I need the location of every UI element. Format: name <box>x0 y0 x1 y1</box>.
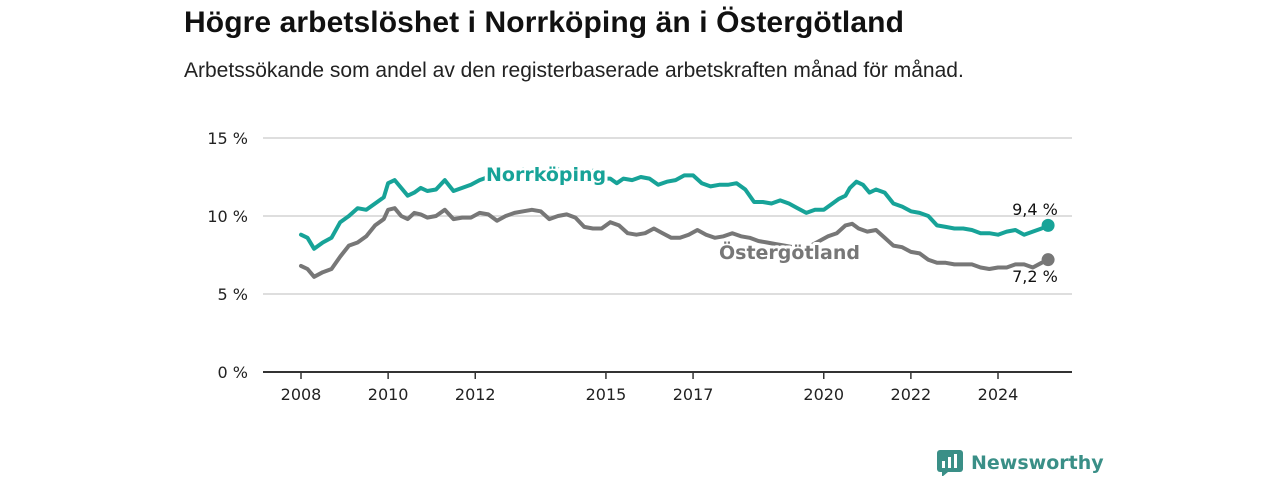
x-tick-label: 2017 <box>673 385 714 404</box>
series-label: Norrköping <box>486 164 606 186</box>
x-tick-label: 2010 <box>368 385 409 404</box>
x-tick-label: 2022 <box>891 385 932 404</box>
y-tick-label: 0 % <box>218 363 248 382</box>
newsworthy-logo-icon <box>937 450 963 476</box>
gridlines <box>263 137 1072 295</box>
series-line <box>299 206 1051 279</box>
chart-subtitle: Arbetssökande som andel av den registerb… <box>184 59 964 82</box>
y-tick-label: 5 % <box>218 285 248 304</box>
y-tick-label: 10 % <box>207 207 248 226</box>
x-tick-label: 2020 <box>803 385 844 404</box>
series-end-marker <box>1041 218 1055 232</box>
end-value-label: 9,4 % <box>1012 200 1058 219</box>
series-label: Östergötland <box>719 240 860 264</box>
x-tick-label: 2015 <box>586 385 627 404</box>
brand-name: Newsworthy <box>971 452 1104 474</box>
series-lines <box>299 167 1055 279</box>
axes: 0 % 5 % 10 % 15 % 2008 2010 2012 2015 2017 2020 20… <box>207 129 1072 404</box>
series-line <box>299 167 1051 251</box>
x-tick-label: 2012 <box>455 385 496 404</box>
x-tick-label: 2024 <box>978 385 1019 404</box>
brand: Newsworthy <box>937 448 1104 478</box>
chart-title: Högre arbetslöshet i Norrköping än i Öst… <box>184 6 904 39</box>
series-end-marker <box>1041 253 1055 267</box>
series-labels: Norrköping Östergötland 9,4 % 7,2 % <box>483 161 1058 286</box>
end-value-label: 7,2 % <box>1012 267 1058 286</box>
x-tick-label: 2008 <box>281 385 322 404</box>
y-tick-label: 15 % <box>207 129 248 148</box>
